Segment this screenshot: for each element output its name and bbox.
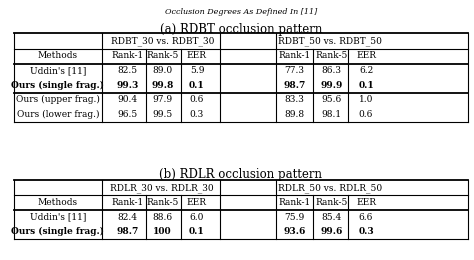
Text: 0.3: 0.3 [358, 227, 374, 236]
Text: Methods: Methods [38, 51, 78, 60]
Text: 82.4: 82.4 [118, 213, 137, 222]
Text: 6.2: 6.2 [359, 66, 373, 75]
Text: Ours (lower frag.): Ours (lower frag.) [17, 110, 99, 119]
Text: 77.3: 77.3 [284, 66, 304, 75]
Text: Rank-1: Rank-1 [278, 198, 310, 207]
Text: Ours (upper frag.): Ours (upper frag.) [16, 95, 100, 105]
Text: EER: EER [187, 51, 207, 60]
Text: 83.3: 83.3 [284, 95, 304, 105]
Text: 6.0: 6.0 [190, 213, 204, 222]
Text: 89.8: 89.8 [284, 110, 304, 119]
Text: 98.7: 98.7 [116, 227, 138, 236]
Text: 85.4: 85.4 [321, 213, 341, 222]
Text: RDBT_50 vs. RDBT_50: RDBT_50 vs. RDBT_50 [278, 36, 382, 46]
Text: 86.3: 86.3 [321, 66, 341, 75]
Text: Rank-1: Rank-1 [111, 198, 144, 207]
Text: 6.6: 6.6 [359, 213, 373, 222]
Text: 99.9: 99.9 [320, 81, 343, 90]
Text: 99.5: 99.5 [152, 110, 173, 119]
Text: 98.1: 98.1 [321, 110, 341, 119]
Text: Methods: Methods [38, 198, 78, 207]
Text: 0.1: 0.1 [358, 81, 374, 90]
Text: Rank-5: Rank-5 [146, 51, 178, 60]
Text: EER: EER [187, 198, 207, 207]
Text: RDLR_30 vs. RDLR_30: RDLR_30 vs. RDLR_30 [110, 183, 214, 193]
Text: Ours (single frag.): Ours (single frag.) [11, 81, 104, 90]
Text: Rank-5: Rank-5 [315, 198, 347, 207]
Text: 0.3: 0.3 [190, 110, 204, 119]
Text: 93.6: 93.6 [283, 227, 305, 236]
Text: 1.0: 1.0 [359, 95, 373, 105]
Text: Uddin's [11]: Uddin's [11] [30, 66, 86, 75]
Text: 99.8: 99.8 [151, 81, 173, 90]
Text: 90.4: 90.4 [118, 95, 137, 105]
Text: 99.3: 99.3 [116, 81, 138, 90]
Text: 82.5: 82.5 [118, 66, 137, 75]
Text: Ours (single frag.): Ours (single frag.) [11, 227, 104, 236]
Text: 75.9: 75.9 [284, 213, 304, 222]
Text: (a) RDBT occlusion pattern: (a) RDBT occlusion pattern [160, 23, 322, 36]
Text: Uddin's [11]: Uddin's [11] [30, 213, 86, 222]
Text: 97.9: 97.9 [152, 95, 172, 105]
Text: Rank-5: Rank-5 [146, 198, 178, 207]
Text: 0.6: 0.6 [359, 110, 373, 119]
Text: 5.9: 5.9 [190, 66, 204, 75]
Text: 95.6: 95.6 [321, 95, 341, 105]
Text: 88.6: 88.6 [152, 213, 172, 222]
Text: RDLR_50 vs. RDLR_50: RDLR_50 vs. RDLR_50 [278, 183, 382, 193]
Text: 96.5: 96.5 [118, 110, 137, 119]
Text: Occlusion Degrees As Defined In [11]: Occlusion Degrees As Defined In [11] [165, 8, 317, 16]
Text: 89.0: 89.0 [152, 66, 172, 75]
Text: 0.6: 0.6 [190, 95, 204, 105]
Text: 100: 100 [153, 227, 172, 236]
Text: Rank-1: Rank-1 [278, 51, 310, 60]
Text: Rank-1: Rank-1 [111, 51, 144, 60]
Text: 99.6: 99.6 [320, 227, 343, 236]
Text: 0.1: 0.1 [189, 227, 205, 236]
Text: EER: EER [356, 51, 376, 60]
Text: RDBT_30 vs. RDBT_30: RDBT_30 vs. RDBT_30 [110, 36, 214, 46]
Text: (b) RDLR occlusion pattern: (b) RDLR occlusion pattern [159, 168, 322, 181]
Text: EER: EER [356, 198, 376, 207]
Text: 98.7: 98.7 [283, 81, 305, 90]
Text: 0.1: 0.1 [189, 81, 205, 90]
Text: Rank-5: Rank-5 [315, 51, 347, 60]
